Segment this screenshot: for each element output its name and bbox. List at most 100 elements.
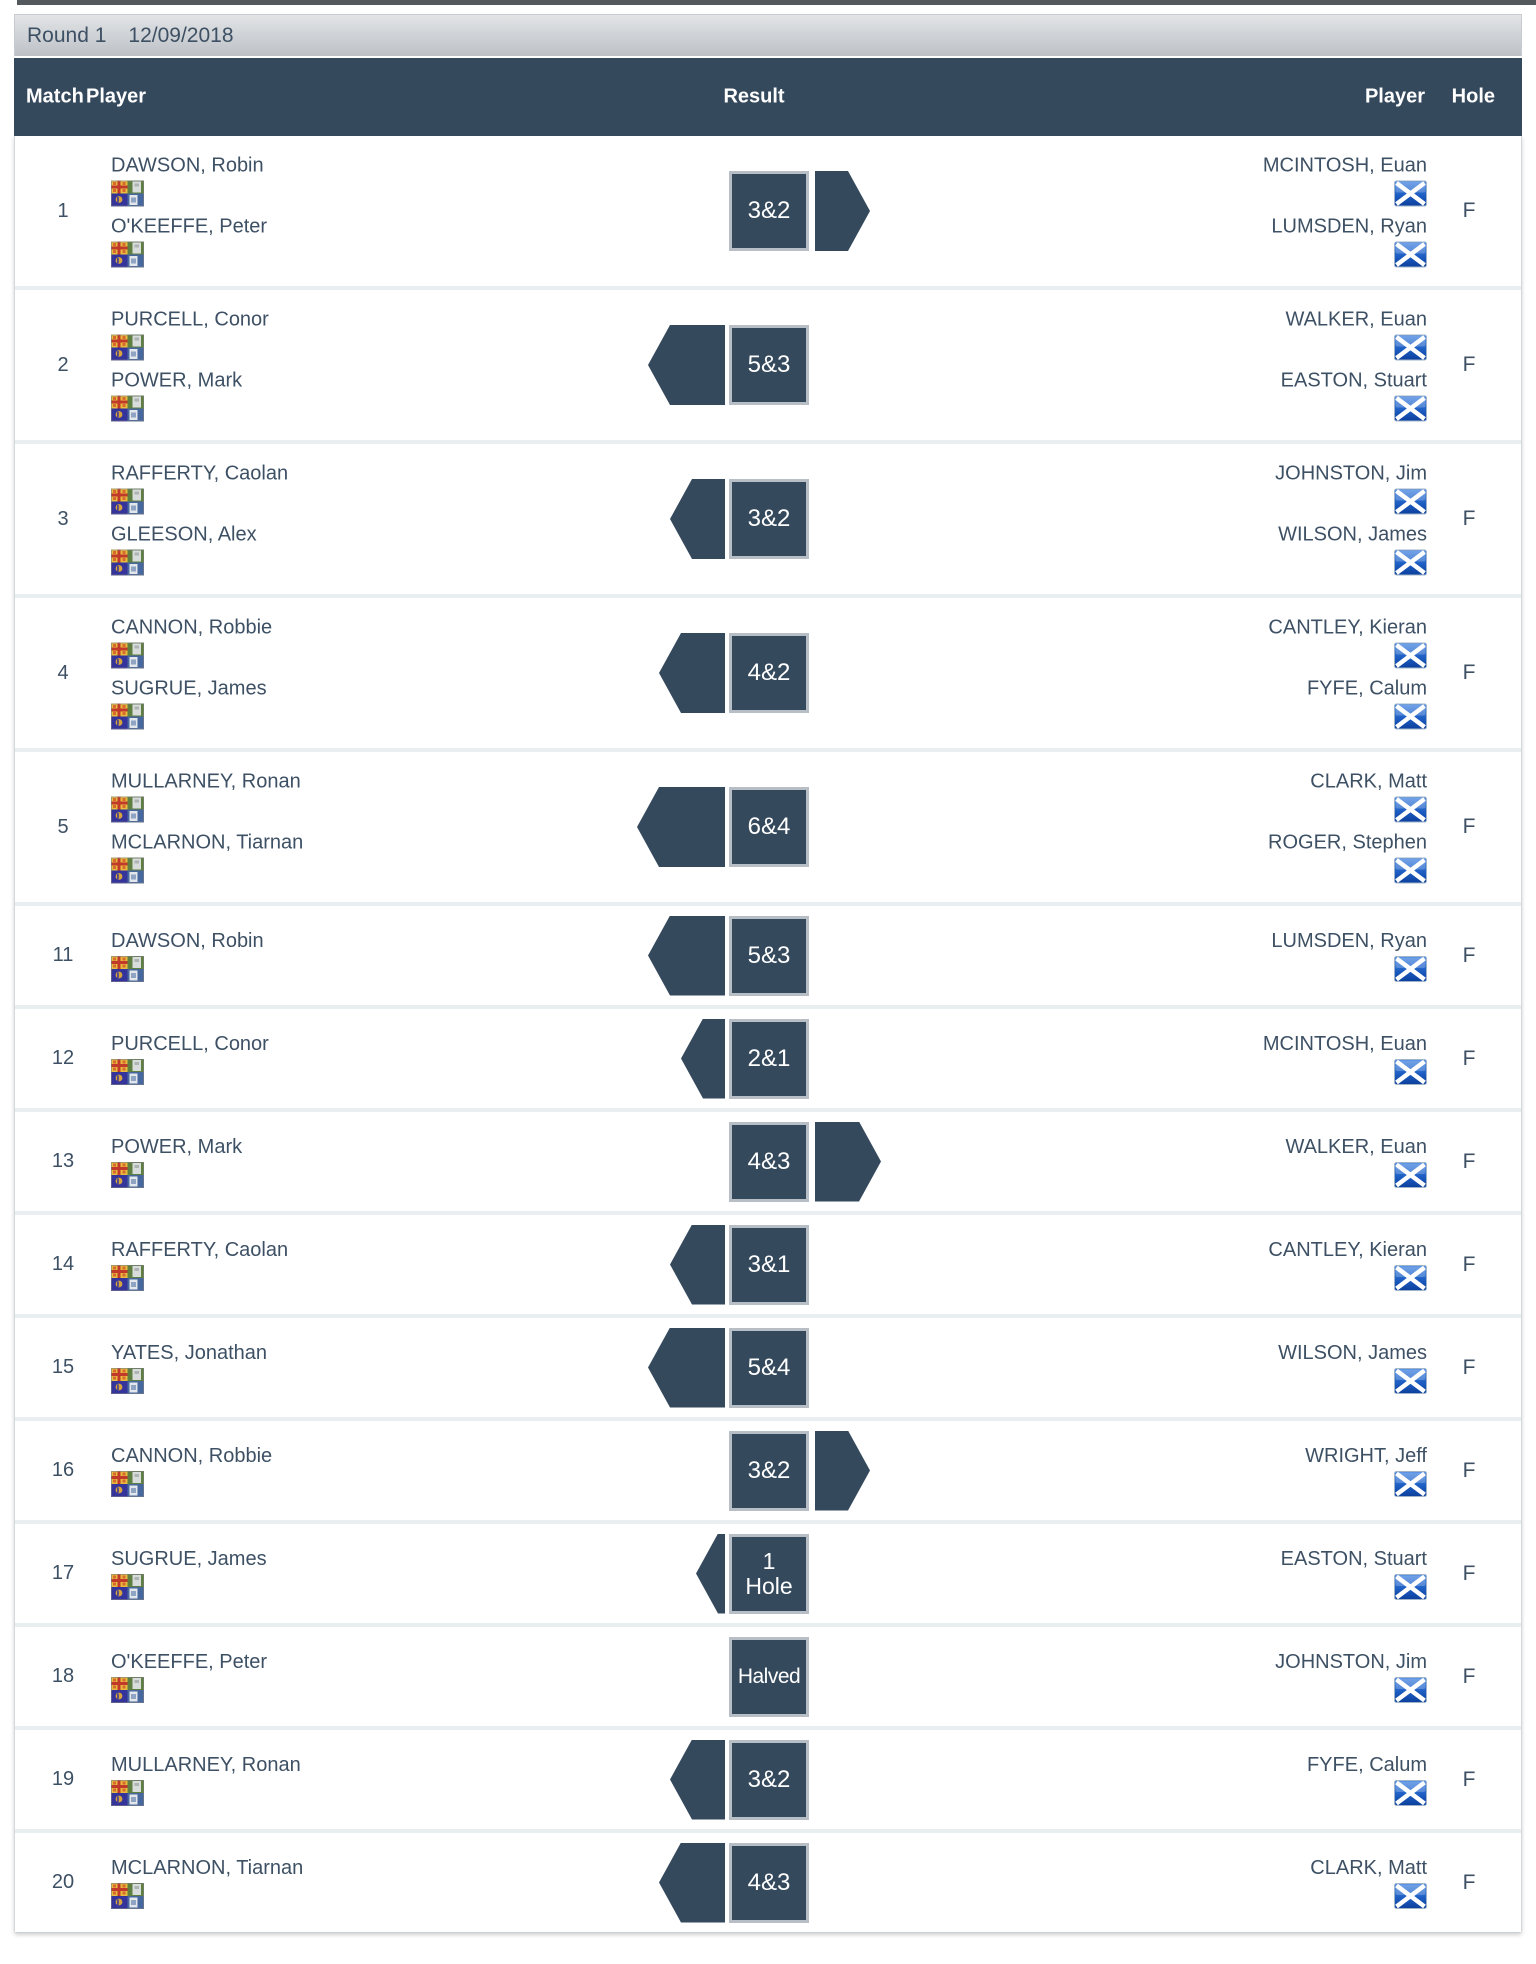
ireland-provinces-crest-icon	[111, 642, 144, 669]
result-score: 6&4	[747, 813, 791, 840]
player-name: CANTLEY, Kieran	[1268, 1238, 1427, 1261]
ireland-provinces-crest-icon	[111, 955, 144, 982]
match-number: 15	[51, 1356, 75, 1378]
players-left-column: O'KEEFFE, Peter	[111, 1651, 267, 1703]
ireland-provinces-crest-icon	[111, 1882, 144, 1909]
player: YATES, Jonathan	[111, 1342, 267, 1394]
player: SUGRUE, James	[111, 678, 272, 730]
scotland-flag-icon	[1394, 1264, 1427, 1291]
player-name: FYFE, Calum	[1306, 677, 1427, 700]
match-row: 14 RAFFERTY, Caolan CANTLEY, Kieran 3&1 F	[15, 1215, 1521, 1318]
players-right-column: WRIGHT, Jeff	[1305, 1445, 1427, 1497]
players-left-column: PURCELL, Conor	[111, 1033, 269, 1085]
ireland-provinces-crest-icon	[111, 796, 144, 823]
player-name: WALKER, Euan	[1285, 1135, 1427, 1158]
player-name: EASTON, Stuart	[1280, 369, 1427, 392]
match-number: 14	[51, 1253, 75, 1275]
result-score: 3&2	[747, 505, 791, 532]
player-name: FYFE, Calum	[1306, 1753, 1427, 1776]
result-box: 1 Hole	[729, 1533, 809, 1614]
player: MCINTOSH, Euan	[1263, 155, 1427, 207]
result-box: 4&2	[729, 633, 809, 713]
players-left-column: CANNON, Robbie SUGRUE, James	[111, 617, 272, 730]
player: WALKER, Euan	[1285, 309, 1427, 361]
player: CANNON, Robbie	[111, 1445, 272, 1497]
players-left-column: YATES, Jonathan	[111, 1342, 267, 1394]
ireland-provinces-crest-icon	[111, 1470, 144, 1497]
player: EASTON, Stuart	[1281, 370, 1427, 422]
player: JOHNSTON, Jim	[1275, 463, 1427, 515]
scotland-flag-icon	[1394, 549, 1427, 576]
player-name: MULLARNEY, Ronan	[111, 1753, 301, 1776]
players-right-column: MCINTOSH, Euan LUMSDEN, Ryan	[1263, 155, 1427, 268]
player-name: YATES, Jonathan	[111, 1341, 268, 1364]
result-box: 3&1	[729, 1224, 809, 1305]
player-name: MULLARNEY, Ronan	[111, 770, 301, 793]
player: DAWSON, Robin	[111, 155, 267, 207]
scotland-flag-icon	[1394, 1058, 1427, 1085]
scotland-flag-icon	[1394, 796, 1427, 823]
player: O'KEEFFE, Peter	[111, 216, 267, 268]
winner-arrow-right-icon	[815, 171, 870, 251]
players-right-column: CLARK, Matt	[1310, 1857, 1427, 1909]
winner-arrow-left-icon	[637, 787, 725, 867]
players-left-column: DAWSON, Robin	[111, 930, 264, 982]
player: CLARK, Matt	[1310, 1857, 1427, 1909]
player-name: POWER, Mark	[111, 1135, 243, 1158]
player-name: DAWSON, Robin	[111, 929, 264, 952]
player: WRIGHT, Jeff	[1305, 1445, 1427, 1497]
hole-status: F	[1462, 1355, 1476, 1379]
players-left-column: MULLARNEY, Ronan	[111, 1754, 301, 1806]
winner-arrow-left-icon	[648, 1327, 725, 1408]
player: DAWSON, Robin	[111, 930, 264, 982]
players-right-column: CLARK, Matt ROGER, Stephen	[1268, 771, 1427, 884]
ireland-provinces-crest-icon	[111, 1264, 144, 1291]
player: JOHNSTON, Jim	[1275, 1651, 1427, 1703]
winner-arrow-left-icon	[670, 1739, 725, 1820]
player-name: CANTLEY, Kieran	[1268, 616, 1427, 639]
scotland-flag-icon	[1394, 1779, 1427, 1806]
match-number: 20	[51, 1871, 75, 1893]
scotland-flag-icon	[1394, 703, 1427, 730]
header-result: Result	[723, 85, 785, 108]
hole-status: F	[1462, 199, 1476, 222]
match-row: 20 MCLARNON, Tiarnan CLARK, Matt 4&3 F	[15, 1833, 1521, 1932]
round-label: Round 1	[27, 23, 107, 47]
player-name: MCINTOSH, Euan	[1262, 154, 1427, 177]
table-header-row: Match Player Result Player Hole	[14, 58, 1522, 136]
player: MULLARNEY, Ronan	[111, 1754, 301, 1806]
table-body: 1 DAWSON, Robin O'KEEFFE, Peter MCINTOSH, E…	[14, 136, 1522, 1933]
match-row: 16 CANNON, Robbie WRIGHT, Jeff 3&2 F	[15, 1421, 1521, 1524]
result-score: 4&3	[747, 1868, 791, 1896]
result-score: 3&1	[747, 1250, 791, 1278]
match-row: 18 O'KEEFFE, Peter JOHNSTON, Jim Halved F	[15, 1627, 1521, 1730]
hole-status: F	[1462, 507, 1476, 530]
match-row: 13 POWER, Mark WALKER, Euan 4&3 F	[15, 1112, 1521, 1215]
players-left-column: MCLARNON, Tiarnan	[111, 1857, 303, 1909]
result-box: 3&2	[729, 479, 809, 559]
match-row: 1 DAWSON, Robin O'KEEFFE, Peter MCINTOSH, E…	[15, 136, 1521, 290]
player: CANNON, Robbie	[111, 617, 272, 669]
match-number: 11	[52, 944, 74, 966]
match-row: 4 CANNON, Robbie SUGRUE, James CANTLEY, Kie…	[15, 598, 1521, 752]
result-score: 3&2	[747, 1765, 791, 1793]
winner-arrow-right-icon	[815, 1431, 870, 1511]
player: MCLARNON, Tiarnan	[111, 1857, 303, 1909]
result-box: 5&3	[729, 915, 809, 996]
player: MCLARNON, Tiarnan	[111, 832, 303, 884]
player: MULLARNEY, Ronan	[111, 771, 303, 823]
result-box: 3&2	[729, 1739, 809, 1820]
round-date: 12/09/2018	[128, 23, 234, 47]
player-name: JOHNSTON, Jim	[1275, 1650, 1427, 1673]
scotland-flag-icon	[1394, 488, 1427, 515]
header-match: Match	[26, 85, 84, 108]
match-row: 19 MULLARNEY, Ronan FYFE, Calum 3&2 F	[15, 1730, 1521, 1833]
result-box: 4&3	[729, 1121, 809, 1202]
player-name: WILSON, James	[1278, 1341, 1427, 1364]
player-name: WALKER, Euan	[1285, 308, 1427, 331]
player: WALKER, Euan	[1285, 1136, 1427, 1188]
header-player-right: Player	[1364, 85, 1425, 108]
player-name: ROGER, Stephen	[1268, 831, 1427, 854]
player-name: JOHNSTON, Jim	[1275, 462, 1427, 485]
player: GLEESON, Alex	[111, 524, 288, 576]
